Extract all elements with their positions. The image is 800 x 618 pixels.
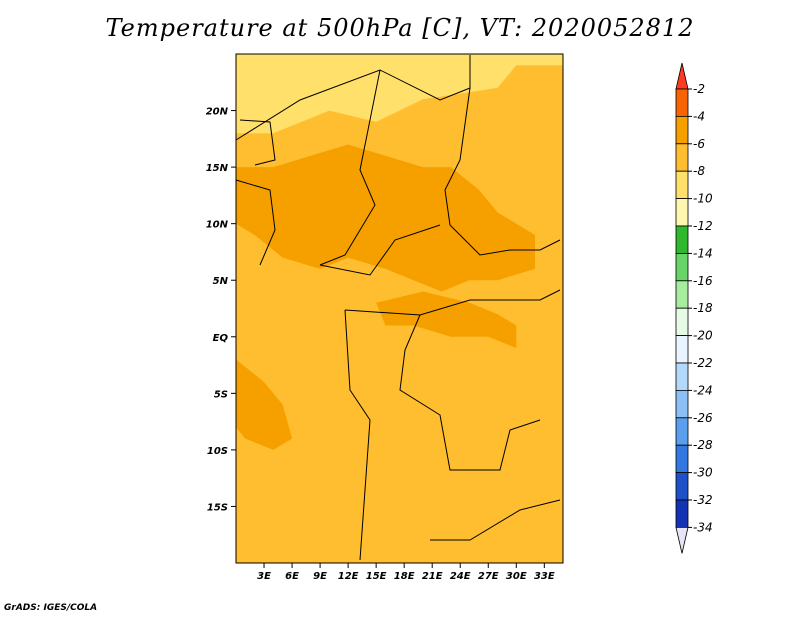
colorbar-label: -26 [693, 411, 713, 425]
border-line [430, 499, 561, 541]
border-line [344, 309, 371, 561]
colorbar-cap-top [675, 62, 689, 90]
border-line [235, 179, 276, 266]
plot-frame [235, 53, 564, 564]
x-tick-label: 18E [394, 571, 415, 582]
colorbar-box [675, 307, 689, 337]
x-tick-label: 12E [338, 571, 359, 582]
colorbar-box [675, 88, 689, 117]
colorbar-label: -34 [693, 520, 713, 534]
colorbar-label: -12 [693, 219, 713, 233]
colorbar-box [675, 444, 689, 474]
colorbar-label: -24 [693, 383, 713, 397]
colorbar-label: -28 [693, 438, 713, 452]
colorbar-label: -14 [693, 246, 713, 260]
colorbar-box [675, 170, 689, 199]
colorbar-label: -8 [693, 164, 705, 178]
colorbar-box [675, 252, 689, 282]
x-tick-label: 24E [450, 571, 471, 582]
colorbar-box [675, 225, 689, 254]
colorbar-cap-bottom [675, 527, 689, 554]
temperature-region [236, 144, 535, 292]
y-axis: 20N 15N 10N 5N EQ 5S 10S 15S [206, 107, 236, 513]
x-tick-label: 15E [366, 571, 387, 582]
colorbar: -2 -4 -6 -8 -10 -12 -14 -16 -18 -20 -22 -24 -26 -28 -3… [675, 62, 713, 554]
colorbar-box [675, 143, 689, 172]
border-line [235, 55, 471, 141]
y-tick-label: 10N [206, 220, 229, 231]
country-borders [235, 55, 561, 561]
temperature-region [236, 54, 563, 134]
colorbar-box [675, 499, 689, 528]
border-line [239, 119, 276, 166]
colorbar-box [675, 417, 689, 446]
border-line [399, 314, 541, 471]
colorbar-label: -18 [693, 301, 713, 315]
y-tick-label: 5N [213, 276, 229, 287]
y-tick-label: EQ [213, 333, 229, 344]
colorbar-box [675, 362, 689, 391]
colorbar-label: -6 [693, 137, 705, 151]
x-tick-label: 9E [313, 571, 327, 582]
colorbar-box [675, 116, 689, 145]
x-axis: 3E 6E 9E 12E 15E 18E 21E 24E 27E 30E 33E [257, 563, 555, 582]
colorbar-label: -10 [693, 192, 713, 206]
y-tick-label: 15N [206, 163, 229, 174]
y-tick-label: 10S [207, 446, 228, 457]
x-tick-label: 33E [534, 571, 555, 582]
y-tick-label: 5S [214, 389, 228, 400]
border-line [319, 224, 441, 276]
colorbar-label: -32 [693, 493, 713, 507]
colorbar-box [675, 280, 689, 309]
colorbar-label: -2 [693, 82, 705, 96]
x-tick-label: 27E [478, 571, 499, 582]
temperature-region [236, 359, 293, 450]
chart-title: Temperature at 500hPa [C], VT: 202005281… [105, 14, 695, 42]
colorbar-box [675, 472, 689, 501]
plot-border [235, 53, 564, 564]
map-plot-area [236, 54, 563, 563]
border-line [319, 69, 381, 266]
colorbar-label: -30 [693, 466, 713, 480]
y-tick-label: 20N [206, 107, 229, 118]
colorbar-box [675, 335, 689, 364]
colorbar-box [675, 389, 689, 419]
x-tick-label: 3E [257, 571, 271, 582]
y-tick-label: 15S [207, 502, 228, 513]
colorbar-label: -4 [693, 109, 705, 123]
colorbar-label: -16 [693, 274, 713, 288]
x-tick-label: 21E [422, 571, 443, 582]
colorbar-label: -20 [693, 329, 713, 343]
temperature-region [422, 404, 563, 563]
border-line [344, 289, 561, 316]
colorbar-label: -22 [693, 356, 713, 370]
temperature-region [376, 291, 517, 349]
border-line [444, 87, 561, 256]
x-tick-label: 30E [506, 571, 527, 582]
x-tick-label: 6E [285, 571, 299, 582]
colorbar-box [675, 198, 689, 227]
grads-credit: GrADS: IGES/COLA [4, 603, 98, 613]
